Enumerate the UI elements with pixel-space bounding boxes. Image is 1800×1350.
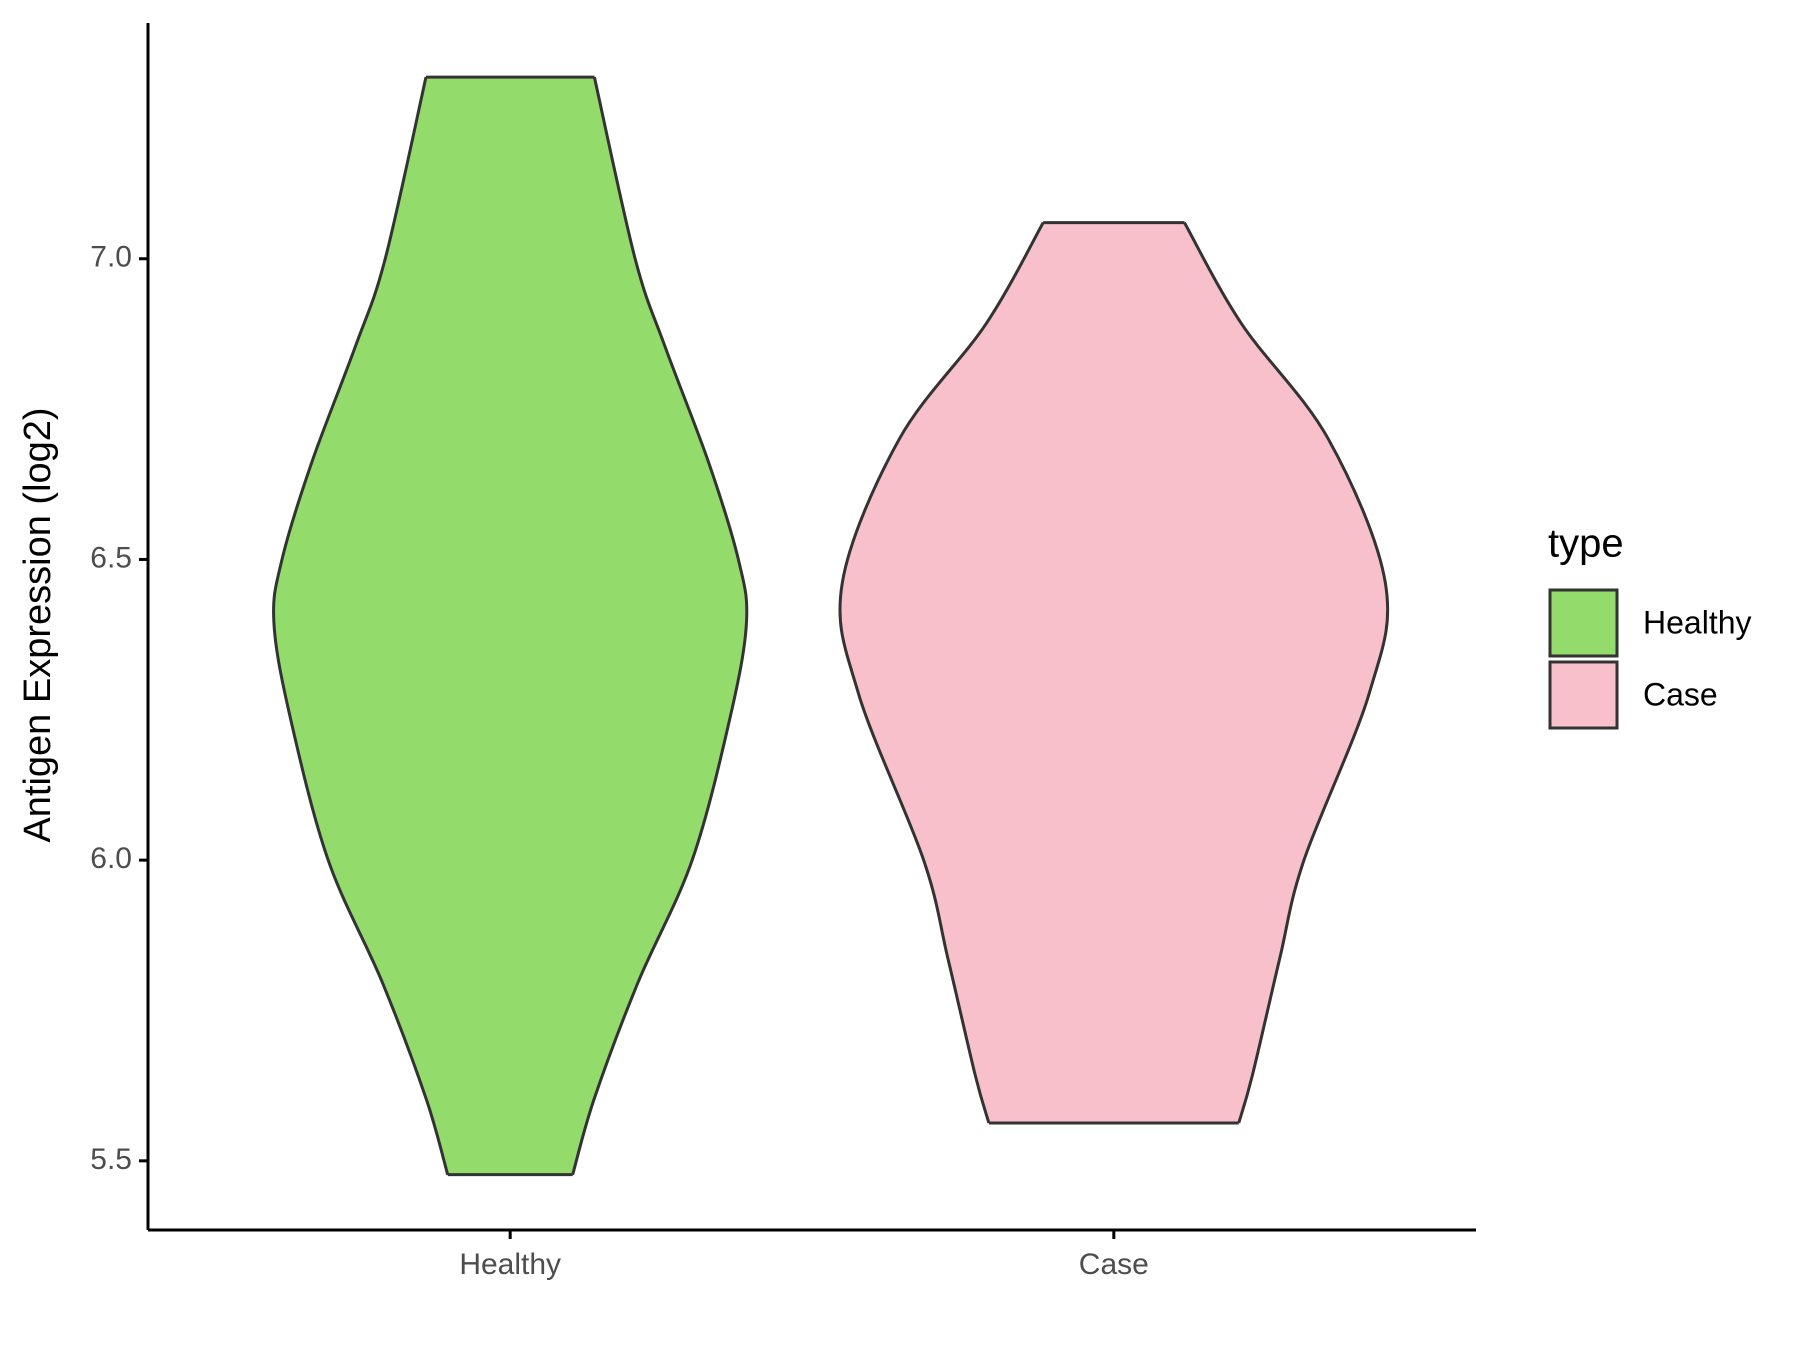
violin-fill xyxy=(839,222,1115,1124)
violin-outline xyxy=(1183,221,1390,1124)
y-tick-label: 5.5 xyxy=(90,1143,132,1176)
legend-key xyxy=(1548,588,1619,658)
legend-title: type xyxy=(1548,522,1624,566)
legend-key xyxy=(1548,660,1619,730)
violin-fill xyxy=(273,76,511,1176)
violin-fill xyxy=(1113,222,1389,1124)
legend-label: Case xyxy=(1643,676,1718,712)
x-tick-label: Healthy xyxy=(459,1248,561,1281)
violin-outline xyxy=(571,76,749,1176)
violin-fill xyxy=(509,76,748,1176)
y-tick-label: 6.5 xyxy=(90,541,132,574)
violin-outline xyxy=(272,76,450,1176)
y-tick-label: 7.0 xyxy=(90,241,132,274)
violin-outline xyxy=(838,221,1045,1124)
y-axis-title: Antigen Expression (log2) xyxy=(17,407,59,842)
y-tick-label: 6.0 xyxy=(90,842,132,875)
x-tick-label: Case xyxy=(1079,1248,1149,1281)
legend-label: Healthy xyxy=(1643,604,1752,640)
